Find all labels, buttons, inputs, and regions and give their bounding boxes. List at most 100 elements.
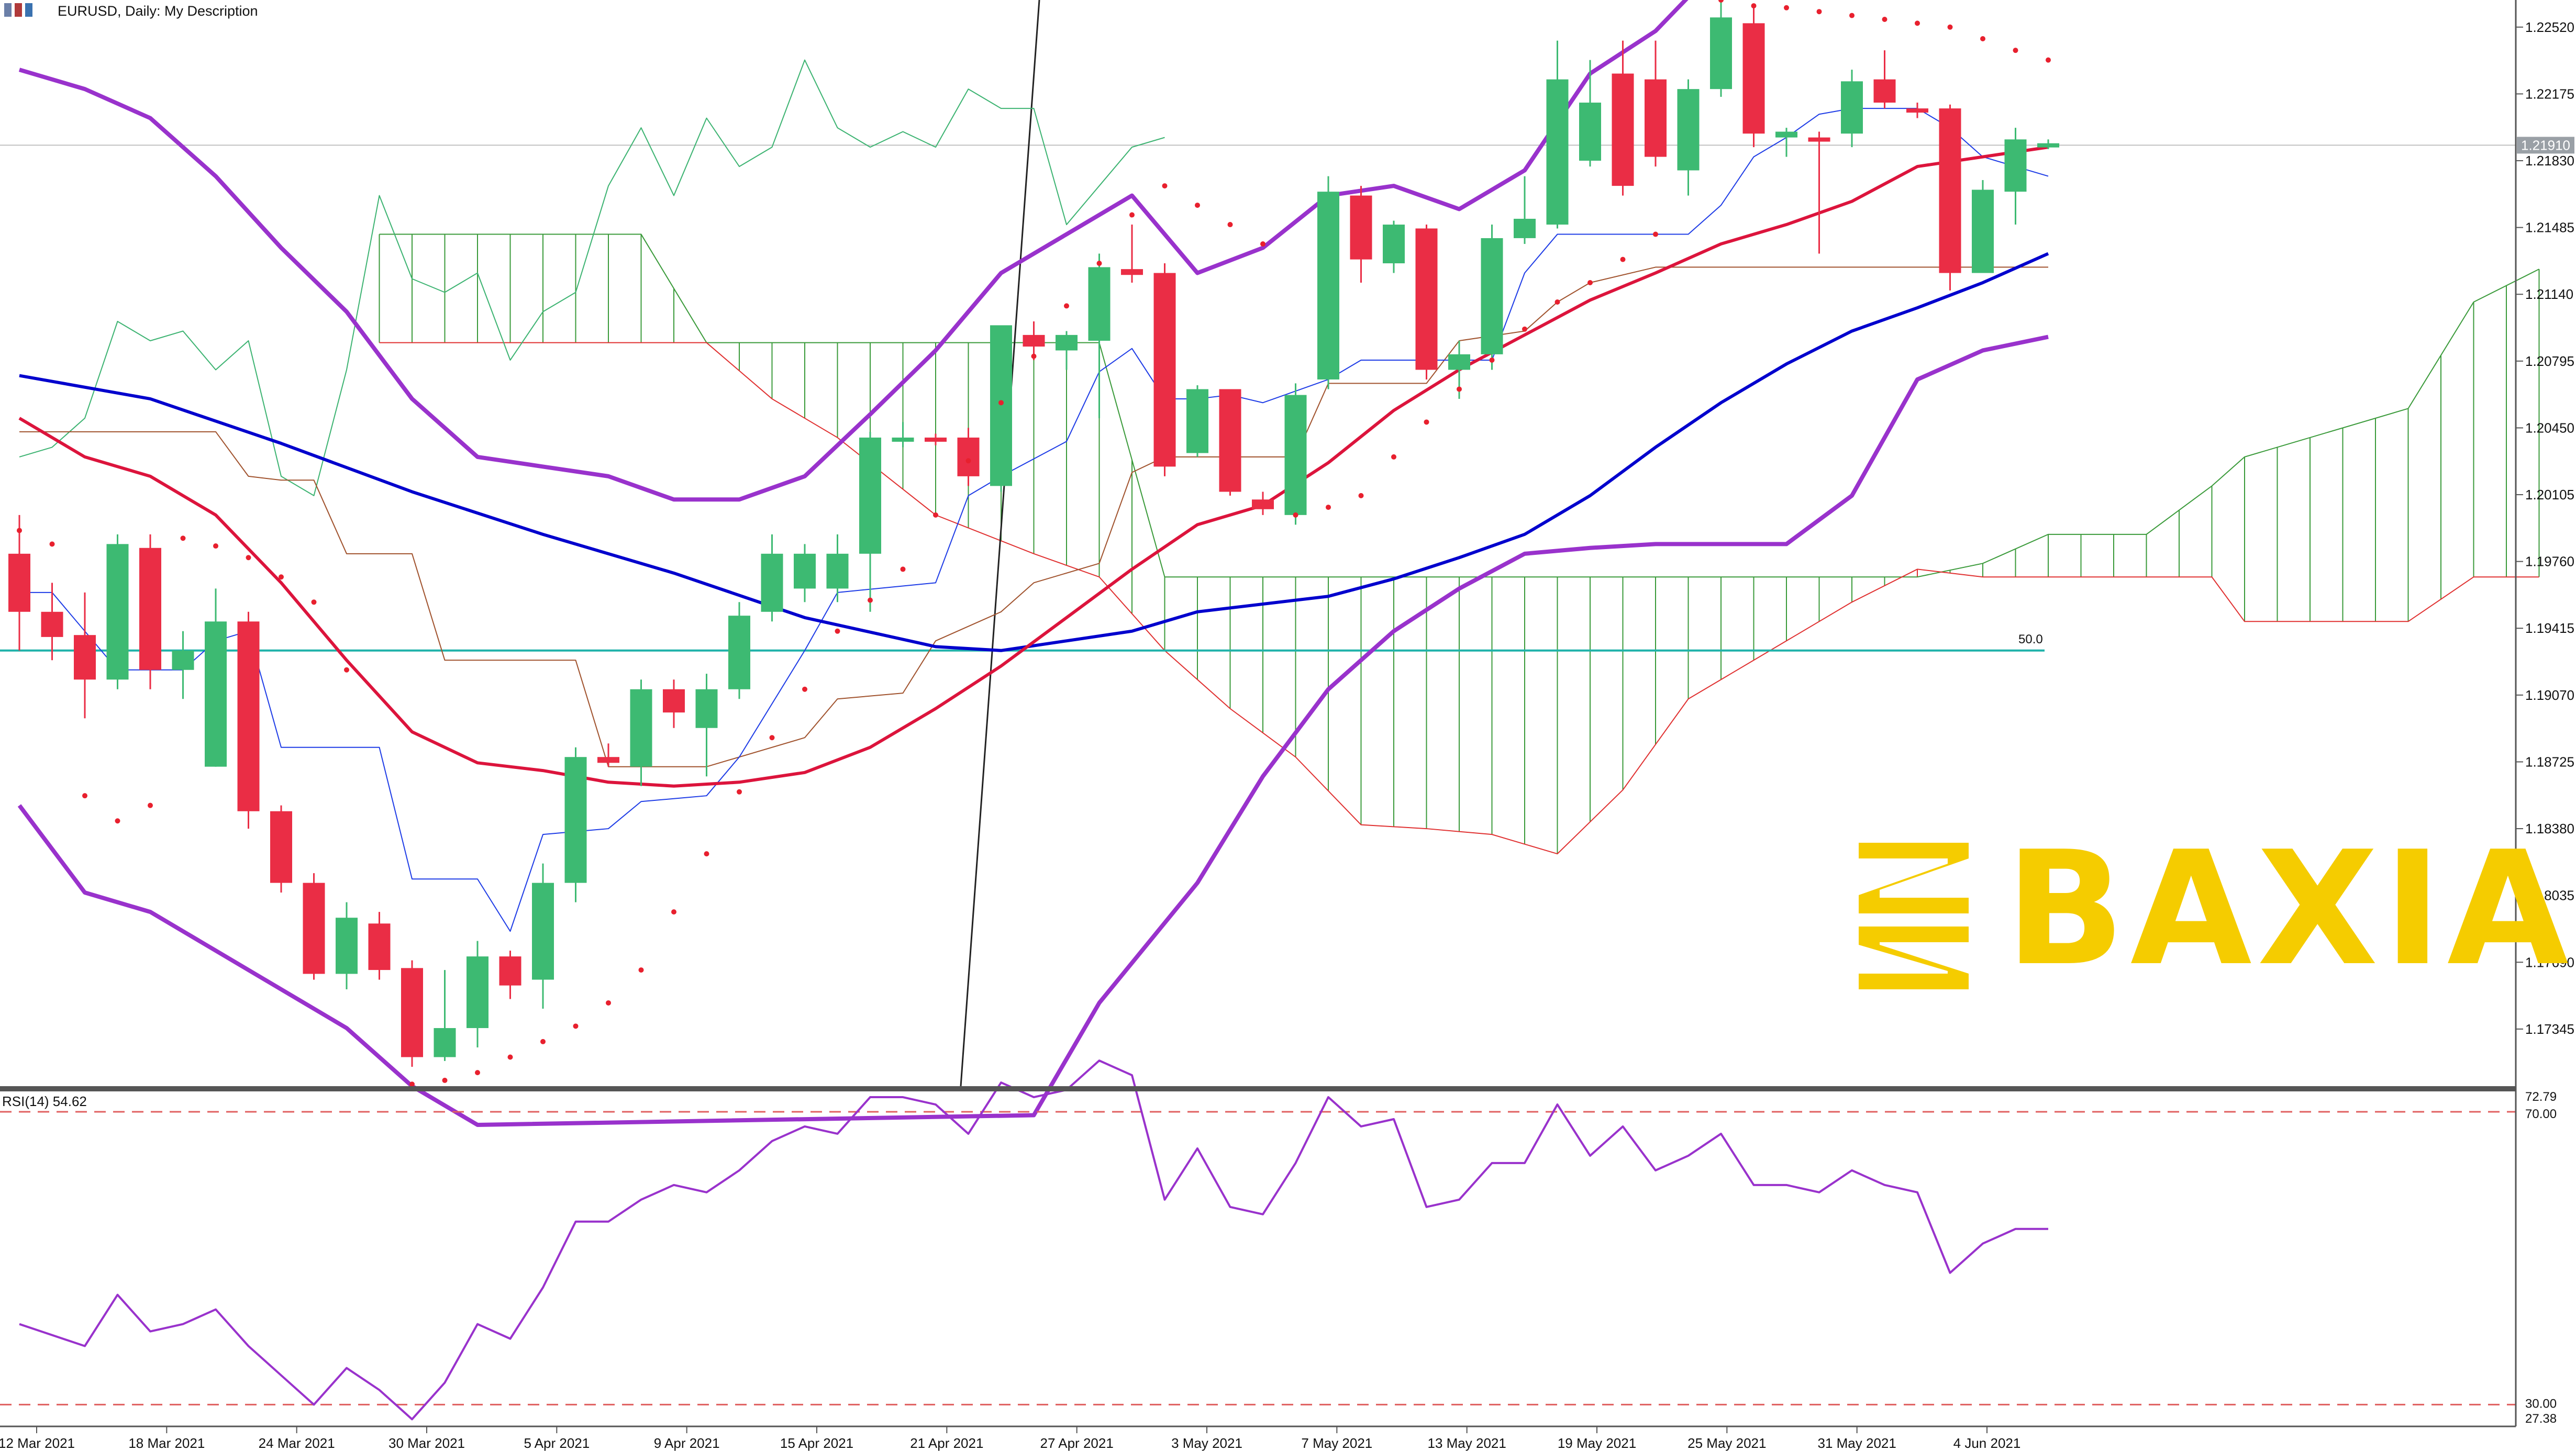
candle-bull — [990, 325, 1012, 486]
symbol-icon[interactable] — [25, 3, 32, 17]
time-tick-label: 18 Mar 2021 — [128, 1435, 205, 1451]
sar-dot — [802, 686, 807, 692]
rsi-level-label: 72.79 — [2525, 1090, 2557, 1104]
candle-bull — [205, 621, 227, 767]
candle-bear — [1023, 334, 1045, 347]
sar-dot — [737, 789, 742, 795]
candle-bull — [1317, 192, 1339, 380]
sar-dot — [17, 528, 22, 533]
time-tick-label: 12 Mar 2021 — [0, 1435, 75, 1451]
candle-bull — [1056, 334, 1078, 351]
sar-dot — [671, 909, 676, 915]
level-50-label: 50.0 — [2018, 632, 2043, 646]
time-tick-label: 7 May 2021 — [1301, 1435, 1372, 1451]
candle-bear — [597, 757, 619, 763]
sar-dot — [1751, 3, 1757, 9]
sar-dot — [82, 793, 87, 799]
candle-bear — [1873, 79, 1896, 103]
price-tick-label: 1.18380 — [2525, 821, 2574, 836]
candle-bull — [728, 616, 750, 689]
bollinger-upper-line — [18, 0, 1689, 502]
time-tick-label: 4 Jun 2021 — [1953, 1435, 2021, 1451]
sar-dot — [2046, 57, 2051, 63]
candle-bear — [1645, 79, 1667, 157]
sar-dot — [1947, 24, 1953, 30]
candle-bear — [74, 635, 96, 680]
sar-dot — [1293, 512, 1298, 518]
sar-dot — [409, 1081, 415, 1087]
sar-dot — [1260, 241, 1265, 247]
candle-bull — [2004, 139, 2027, 192]
candle-bear — [1121, 269, 1143, 275]
candle-bull — [434, 1028, 456, 1057]
rsi-line — [19, 1059, 2048, 1421]
candle-bull — [2037, 143, 2059, 148]
candle-bull — [467, 956, 488, 1029]
sar-dot — [1227, 222, 1233, 228]
chikou-span-line — [19, 59, 1165, 496]
candle-bear — [401, 968, 423, 1057]
sar-dot — [965, 458, 971, 464]
sar-dot — [1424, 419, 1429, 425]
candle-bull — [1514, 218, 1536, 238]
candle-bull — [532, 883, 554, 980]
candle-bull — [1481, 238, 1503, 354]
panel-separator — [0, 1086, 2516, 1091]
sar-dot — [638, 967, 644, 973]
candle-bear — [925, 437, 947, 442]
sar-dot — [998, 400, 1004, 406]
price-tick-label: 1.19760 — [2525, 554, 2574, 570]
moving-average-fast-line — [18, 146, 2049, 788]
candle-bull — [336, 918, 358, 974]
senkou-span-a-line — [379, 233, 2539, 578]
candle-bull — [695, 689, 718, 728]
baxia-wordmark: BAXIA — [2005, 818, 2574, 1000]
sar-dot — [1522, 326, 1527, 332]
time-tick-label: 27 Apr 2021 — [1040, 1435, 1114, 1451]
baxia-logo-mark-icon — [1859, 843, 1969, 913]
price-tick-label: 1.18035 — [2525, 888, 2574, 903]
trend-line[interactable] — [960, 0, 1040, 1087]
bollinger-lower-line — [17, 334, 2049, 1127]
current-price-badge — [2517, 137, 2574, 154]
sar-dot — [1849, 13, 1855, 18]
candle-bull — [1775, 131, 1797, 138]
sar-dot — [49, 541, 55, 547]
time-tick-label: 30 Mar 2021 — [388, 1435, 465, 1451]
price-tick-label: 1.18725 — [2525, 754, 2574, 769]
candle-bull — [1579, 103, 1601, 161]
time-tick-label: 13 May 2021 — [1428, 1435, 1506, 1451]
sar-dot — [1980, 36, 1985, 41]
time-tick-label: 15 Apr 2021 — [780, 1435, 853, 1451]
candle-bear — [663, 689, 685, 713]
candle-bear — [270, 811, 292, 883]
sar-dot — [933, 512, 938, 518]
sar-dot — [606, 1000, 611, 1006]
sar-dot — [1915, 20, 1920, 26]
candles-layer — [8, 0, 2059, 1067]
sar-dot — [115, 818, 120, 824]
candle-bear — [957, 437, 980, 476]
sar-dot — [1326, 505, 1331, 510]
sar-dot — [900, 566, 906, 572]
sar-dot — [1620, 256, 1626, 262]
baxia-logo: BAXIA — [1859, 818, 2574, 1000]
sar-dot — [1816, 9, 1822, 15]
time-tick-label: 3 May 2021 — [1171, 1435, 1242, 1451]
chart-icon[interactable] — [15, 3, 22, 17]
sar-dot — [1162, 183, 1168, 189]
candle-bull — [172, 650, 194, 670]
sar-dot — [213, 543, 218, 549]
parabolic-sar-layer — [17, 0, 2051, 1087]
candle-bear — [1219, 389, 1241, 492]
kijun-sen-line — [19, 266, 2048, 767]
tenkan-sen-line — [19, 108, 2049, 932]
window-icon[interactable] — [4, 3, 12, 17]
senkou-span-b-line — [379, 342, 2539, 855]
sar-dot — [868, 597, 873, 603]
candle-bear — [1742, 23, 1765, 134]
sar-dot — [1784, 5, 1789, 10]
